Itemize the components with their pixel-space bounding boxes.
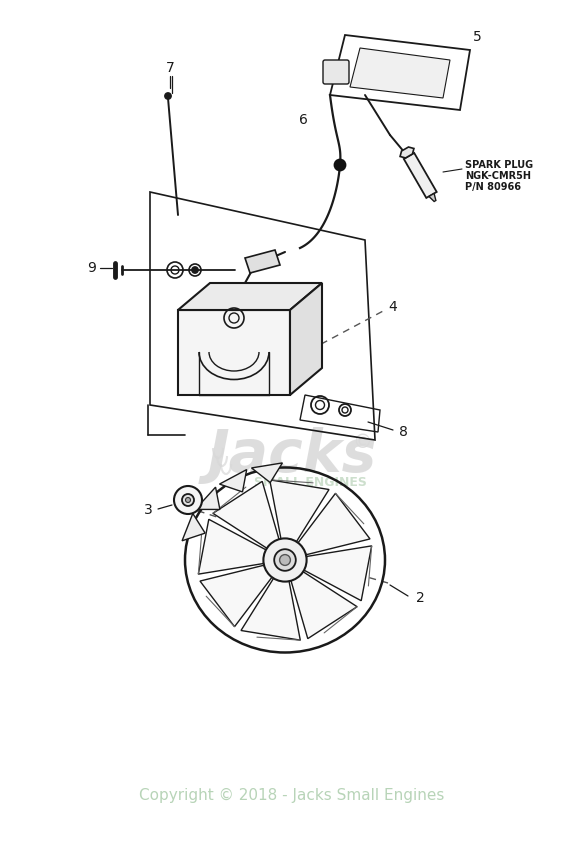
Polygon shape [400, 147, 414, 158]
Text: 2: 2 [416, 591, 425, 605]
Text: 3: 3 [144, 503, 152, 517]
Text: ©: © [352, 434, 372, 452]
Text: Copyright © 2018 - Jacks Small Engines: Copyright © 2018 - Jacks Small Engines [140, 787, 444, 802]
Polygon shape [298, 493, 370, 555]
FancyBboxPatch shape [323, 60, 349, 84]
Text: 5: 5 [472, 30, 481, 44]
Circle shape [165, 93, 171, 99]
Text: Jacks: Jacks [207, 427, 377, 483]
Polygon shape [178, 310, 290, 395]
Polygon shape [270, 480, 329, 542]
Polygon shape [429, 194, 436, 201]
Circle shape [174, 486, 202, 514]
Circle shape [263, 538, 307, 582]
Text: NGK-CMR5H: NGK-CMR5H [465, 171, 531, 181]
Polygon shape [291, 572, 357, 638]
Polygon shape [290, 283, 322, 395]
Circle shape [280, 555, 290, 565]
Polygon shape [304, 546, 371, 600]
Polygon shape [245, 250, 280, 273]
Text: 8: 8 [398, 425, 408, 439]
Polygon shape [196, 488, 220, 509]
Polygon shape [220, 470, 246, 492]
Polygon shape [252, 463, 283, 482]
Circle shape [274, 549, 296, 571]
Circle shape [186, 498, 190, 503]
Polygon shape [213, 482, 279, 548]
Text: 9: 9 [88, 261, 96, 275]
Circle shape [335, 159, 346, 170]
Polygon shape [199, 520, 266, 574]
Polygon shape [178, 283, 322, 310]
Text: 7: 7 [166, 61, 175, 75]
Polygon shape [182, 514, 205, 541]
Text: 6: 6 [298, 113, 307, 127]
Text: 4: 4 [388, 300, 397, 314]
Text: P/N 80966: P/N 80966 [465, 182, 521, 192]
Text: SPARK PLUG: SPARK PLUG [465, 160, 533, 170]
Polygon shape [404, 153, 437, 198]
Polygon shape [241, 578, 300, 640]
Circle shape [182, 494, 194, 506]
Polygon shape [200, 565, 272, 626]
Circle shape [192, 267, 198, 273]
Polygon shape [350, 48, 450, 98]
Text: SMALL ENGINES: SMALL ENGINES [253, 476, 366, 488]
